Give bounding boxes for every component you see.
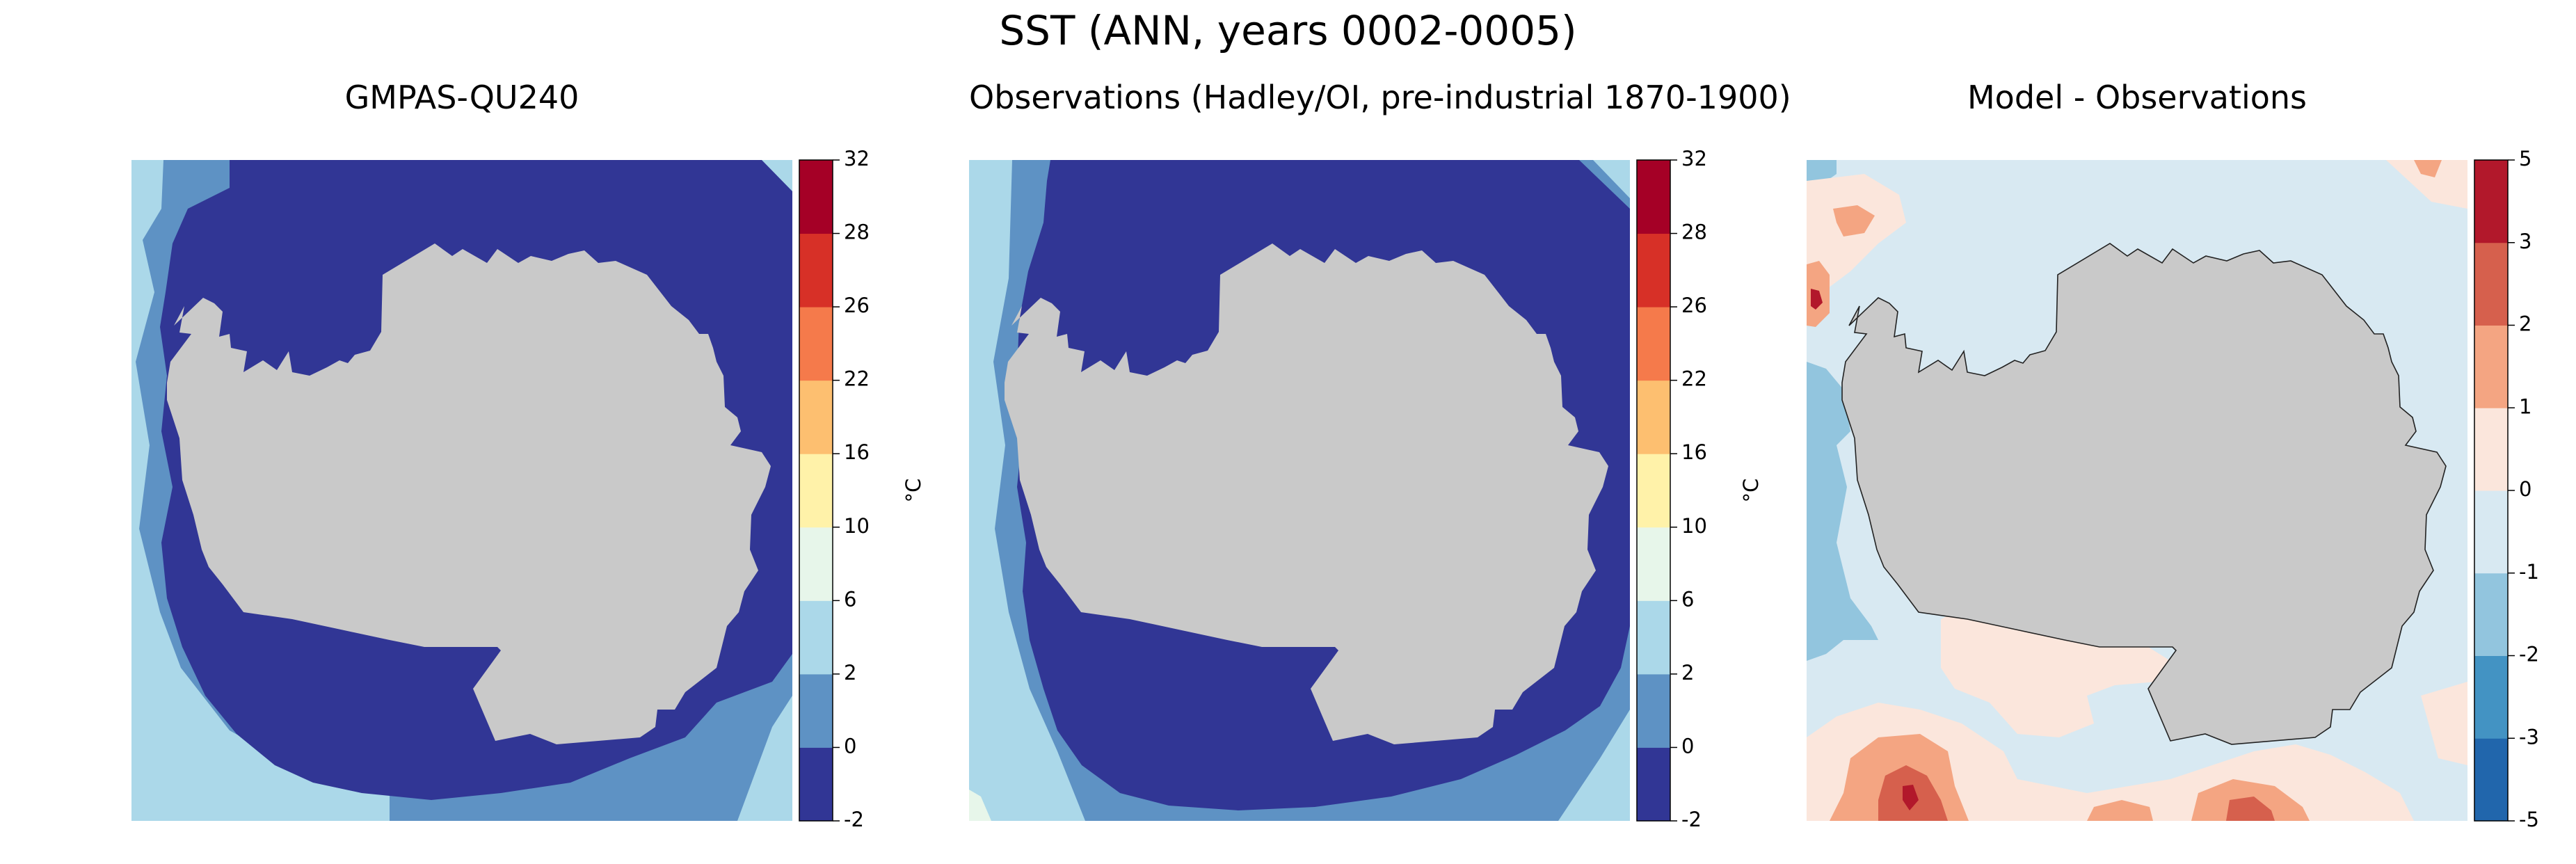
colorbar-segment [1637, 600, 1670, 675]
colorbar-tick-label: 0 [2519, 477, 2531, 501]
colorbar-segment [799, 160, 833, 234]
colorbar-segment [799, 673, 833, 748]
colorbar-tick-label: 26 [844, 294, 870, 317]
colorbar-tick-label: 10 [844, 514, 870, 538]
map-panel-observations [969, 160, 1630, 821]
diff-band-0-to-1-northwest [1807, 174, 1906, 299]
ocean-band-2-to-6-left [131, 160, 390, 821]
colorbar-segment [2474, 573, 2508, 656]
colorbar-tick-label: 10 [1681, 514, 1707, 538]
colorbar-segment [1637, 307, 1670, 381]
colorbar-segment [2474, 408, 2508, 491]
colorbar-tick-label: 5 [2519, 147, 2531, 170]
ocean-band-2-to-6-left [969, 160, 1085, 821]
colorbar-tick-label: 0 [1681, 734, 1694, 758]
panel-title-difference: Model - Observations [1967, 79, 2307, 116]
colorbar-tick-label: 16 [1681, 440, 1707, 464]
ocean-band-2-to-6-right [737, 696, 792, 821]
colorbar-segment [2474, 655, 2508, 739]
colorbar-tick-label: 22 [1681, 367, 1707, 391]
diff-band-minus2-to-minus1-west [1807, 362, 1878, 661]
colorbar-segment [799, 233, 833, 307]
colorbar-segment [2474, 242, 2508, 326]
colorbar-segment [799, 307, 833, 381]
diff-band-1-to-2-top [2414, 160, 2442, 177]
diff-band-3-to-5-west [1811, 289, 1823, 310]
colorbar-segment [2474, 738, 2508, 822]
colorbar-segment [1637, 380, 1670, 454]
colorbar-segment [1637, 233, 1670, 307]
colorbar-tick-label: 16 [844, 440, 870, 464]
colorbar-tick-label: 2 [1681, 661, 1694, 685]
map-panel-difference [1807, 160, 2467, 821]
panel-title-model: GMPAS-QU240 [344, 79, 579, 116]
diff-band-3-to-5-north [1903, 785, 1919, 810]
colorbar-segment [2474, 490, 2508, 574]
colorbar-segment [799, 454, 833, 528]
colorbar-tick-label: 32 [844, 147, 870, 170]
colorbar-segment [799, 600, 833, 675]
colorbar-segment [1637, 747, 1670, 822]
antarctica-land [1841, 243, 2447, 745]
colorbar-segment [1637, 454, 1670, 528]
diff-band-1-to-2-northwest [1833, 205, 1875, 237]
colorbar-segment [799, 527, 833, 601]
colorbar-tick-label: -2 [1681, 808, 1702, 831]
colorbar-segment [1637, 160, 1670, 234]
colorbar-tick-label: 2 [844, 661, 856, 685]
colorbar-unit-label: °C [902, 479, 925, 503]
colorbar-unit-label: °C [1739, 479, 1763, 503]
colorbar-tick-label: 26 [1681, 294, 1707, 317]
map-panel-model [131, 160, 792, 821]
colorbar-segment [1637, 527, 1670, 601]
colorbar-tick-label: -2 [844, 808, 864, 831]
colorbar-segment [2474, 325, 2508, 408]
colorbar-tick-label: 3 [2519, 230, 2531, 253]
colorbar-tick-label: -2 [2519, 643, 2539, 666]
colorbar-tick-label: 32 [1681, 147, 1707, 170]
colorbar-tick-label: -5 [2519, 808, 2539, 831]
colorbar-frame [799, 159, 833, 822]
colorbar-tick-label: 6 [844, 587, 856, 611]
colorbar-segment [2474, 160, 2508, 243]
ocean-band-2-to-6-top [1593, 160, 1630, 198]
diff-band-1-to-2-north-center [2087, 800, 2153, 821]
diff-band-0-to-1-top [2386, 160, 2467, 209]
colorbar-frame [1636, 159, 1671, 822]
diff-band-0-to-1-northeast [2421, 682, 2467, 765]
colorbar-segment [799, 380, 833, 454]
diff-band-2-to-3-north-east [2226, 797, 2275, 821]
colorbar-tick-label: 0 [844, 734, 856, 758]
colorbar-segment [1637, 673, 1670, 748]
ocean-band-6-to-10 [969, 790, 991, 821]
ocean-band-2-to-6-right [1558, 710, 1630, 821]
colorbar-tick-label: 28 [1681, 221, 1707, 244]
colorbar-tick-label: 22 [844, 367, 870, 391]
figure-title: SST (ANN, years 0002-0005) [999, 7, 1577, 54]
colorbar-tick-label: -1 [2519, 560, 2539, 584]
colorbar-segment [799, 747, 833, 822]
colorbar-tick-label: -3 [2519, 725, 2539, 749]
colorbar-tick-label: 6 [1681, 587, 1694, 611]
colorbar-tick-label: 28 [844, 221, 870, 244]
antarctica-land [1005, 243, 1608, 744]
antarctica-land [167, 243, 771, 744]
colorbar-tick-label: 2 [2519, 312, 2531, 336]
colorbar-tick-label: 1 [2519, 394, 2531, 418]
